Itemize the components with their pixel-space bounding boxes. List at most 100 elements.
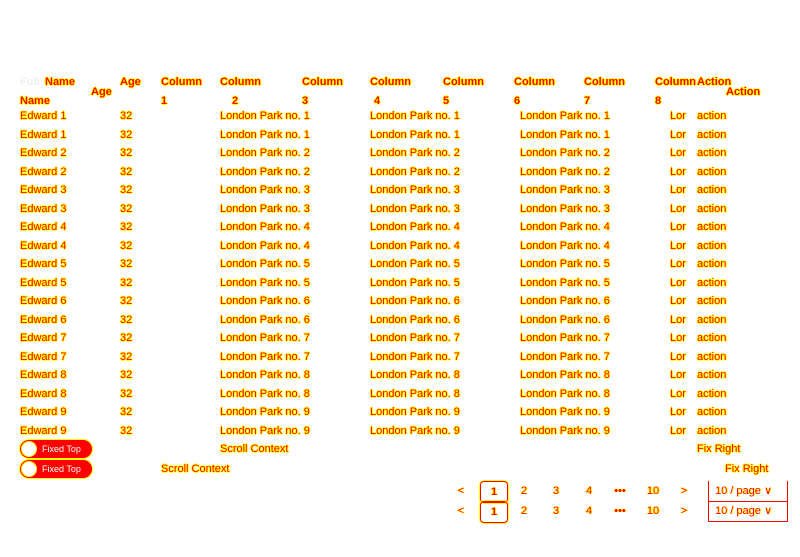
cell-address-truncated: Lor	[670, 184, 686, 196]
cell-address: London Park no. 5	[520, 277, 610, 289]
fixed-top-switch[interactable]: Fixed Top	[20, 460, 92, 478]
cell-address: London Park no. 4	[370, 240, 460, 252]
header-column-5: Column	[443, 76, 484, 88]
cell-address-truncated: Lor	[670, 110, 686, 122]
page-4[interactable]: 4	[585, 505, 593, 517]
cell-age: 32	[120, 277, 133, 289]
cell-address: London Park no. 7	[520, 351, 610, 363]
cell-address-truncated: Lor	[670, 332, 686, 344]
page-2[interactable]: 2	[520, 505, 528, 517]
cell-address-truncated: Lor	[670, 406, 686, 418]
action-link[interactable]: action	[697, 147, 727, 159]
cell-age: 32	[120, 388, 133, 400]
cell-address: London Park no. 3	[520, 184, 610, 196]
action-link[interactable]: action	[697, 258, 727, 270]
cell-name: Edward 9	[20, 425, 67, 437]
action-link[interactable]: action	[697, 221, 727, 233]
header-column-number: 6	[514, 95, 521, 107]
cell-address: London Park no. 8	[370, 388, 460, 400]
header-action: Action	[726, 86, 761, 98]
cell-address: London Park no. 9	[520, 425, 610, 437]
cell-address: London Park no. 2	[220, 147, 310, 159]
cell-address: London Park no. 6	[520, 314, 610, 326]
page-1[interactable]: 1	[480, 481, 508, 503]
header-column-6: Column	[514, 76, 555, 88]
cell-address: London Park no. 1	[220, 110, 310, 122]
cell-address: London Park no. 6	[520, 295, 610, 307]
page-size-value: 10 / page	[715, 485, 761, 497]
cell-address: London Park no. 5	[370, 277, 460, 289]
cell-age: 32	[120, 203, 133, 215]
header-column-4: Column	[370, 76, 411, 88]
action-link[interactable]: action	[697, 240, 727, 252]
page-2[interactable]: 2	[520, 485, 528, 497]
cell-address: London Park no. 1	[220, 129, 310, 141]
header-age: Age	[91, 86, 112, 98]
cell-address: London Park no. 3	[370, 184, 460, 196]
prev-page-button[interactable]: <	[457, 505, 465, 517]
cell-name: Edward 3	[20, 184, 67, 196]
cell-name: Edward 4	[20, 240, 67, 252]
cell-address-truncated: Lor	[670, 295, 686, 307]
cell-age: 32	[120, 369, 133, 381]
cell-address: London Park no. 4	[520, 221, 610, 233]
cell-name: Edward 7	[20, 351, 67, 363]
switch-knob	[21, 461, 37, 477]
cell-address-truncated: Lor	[670, 314, 686, 326]
chevron-down-icon: ∨	[763, 505, 772, 517]
action-link[interactable]: action	[697, 388, 727, 400]
cell-address: London Park no. 8	[520, 369, 610, 381]
cell-age: 32	[120, 184, 133, 196]
action-link[interactable]: action	[697, 369, 727, 381]
action-link[interactable]: action	[697, 129, 727, 141]
page-3[interactable]: 3	[552, 485, 560, 497]
action-link[interactable]: action	[697, 203, 727, 215]
page-3[interactable]: 3	[552, 505, 560, 517]
fixed-top-switch[interactable]: Fixed Top	[20, 440, 92, 458]
cell-name: Edward 5	[20, 277, 67, 289]
cell-address: London Park no. 8	[220, 388, 310, 400]
action-link[interactable]: action	[697, 406, 727, 418]
page-size-select[interactable]: 10 / page ∨	[708, 481, 788, 502]
page-1[interactable]: 1	[480, 501, 508, 523]
header-column-number: 1	[161, 95, 168, 107]
cell-address-truncated: Lor	[670, 147, 686, 159]
more-pages[interactable]: •••	[614, 505, 626, 517]
action-link[interactable]: action	[697, 166, 727, 178]
cell-address: London Park no. 6	[370, 314, 460, 326]
cell-address: London Park no. 5	[220, 277, 310, 289]
cell-address: London Park no. 9	[220, 425, 310, 437]
cell-name: Edward 3	[20, 203, 67, 215]
page-size-select[interactable]: 10 / page ∨	[708, 501, 788, 522]
header-action: Action	[697, 76, 732, 88]
page-10[interactable]: 10	[646, 505, 660, 517]
switch-label: Fixed Top	[42, 464, 81, 474]
action-link[interactable]: action	[697, 184, 727, 196]
action-link[interactable]: action	[697, 277, 727, 289]
more-pages[interactable]: •••	[614, 485, 626, 497]
header-name: Name	[20, 95, 50, 107]
header-column-number: 3	[302, 95, 309, 107]
cell-name: Edward 8	[20, 388, 67, 400]
cell-address: London Park no. 5	[520, 258, 610, 270]
page-4[interactable]: 4	[585, 485, 593, 497]
action-link[interactable]: action	[697, 110, 727, 122]
action-link[interactable]: action	[697, 351, 727, 363]
next-page-button[interactable]: >	[680, 505, 688, 517]
cell-age: 32	[120, 332, 133, 344]
prev-page-button[interactable]: <	[457, 485, 465, 497]
cell-name: Edward 2	[20, 166, 67, 178]
cell-name: Edward 2	[20, 147, 67, 159]
action-link[interactable]: action	[697, 425, 727, 437]
switch-knob	[21, 441, 37, 457]
fix-right-label: Fix Right	[697, 443, 741, 455]
next-page-button[interactable]: >	[680, 485, 688, 497]
action-link[interactable]: action	[697, 295, 727, 307]
fix-right-label: Fix Right	[725, 463, 769, 475]
cell-address: London Park no. 7	[370, 332, 460, 344]
header-name: Name	[45, 76, 75, 88]
page-10[interactable]: 10	[646, 485, 660, 497]
action-link[interactable]: action	[697, 332, 727, 344]
cell-age: 32	[120, 258, 133, 270]
action-link[interactable]: action	[697, 314, 727, 326]
